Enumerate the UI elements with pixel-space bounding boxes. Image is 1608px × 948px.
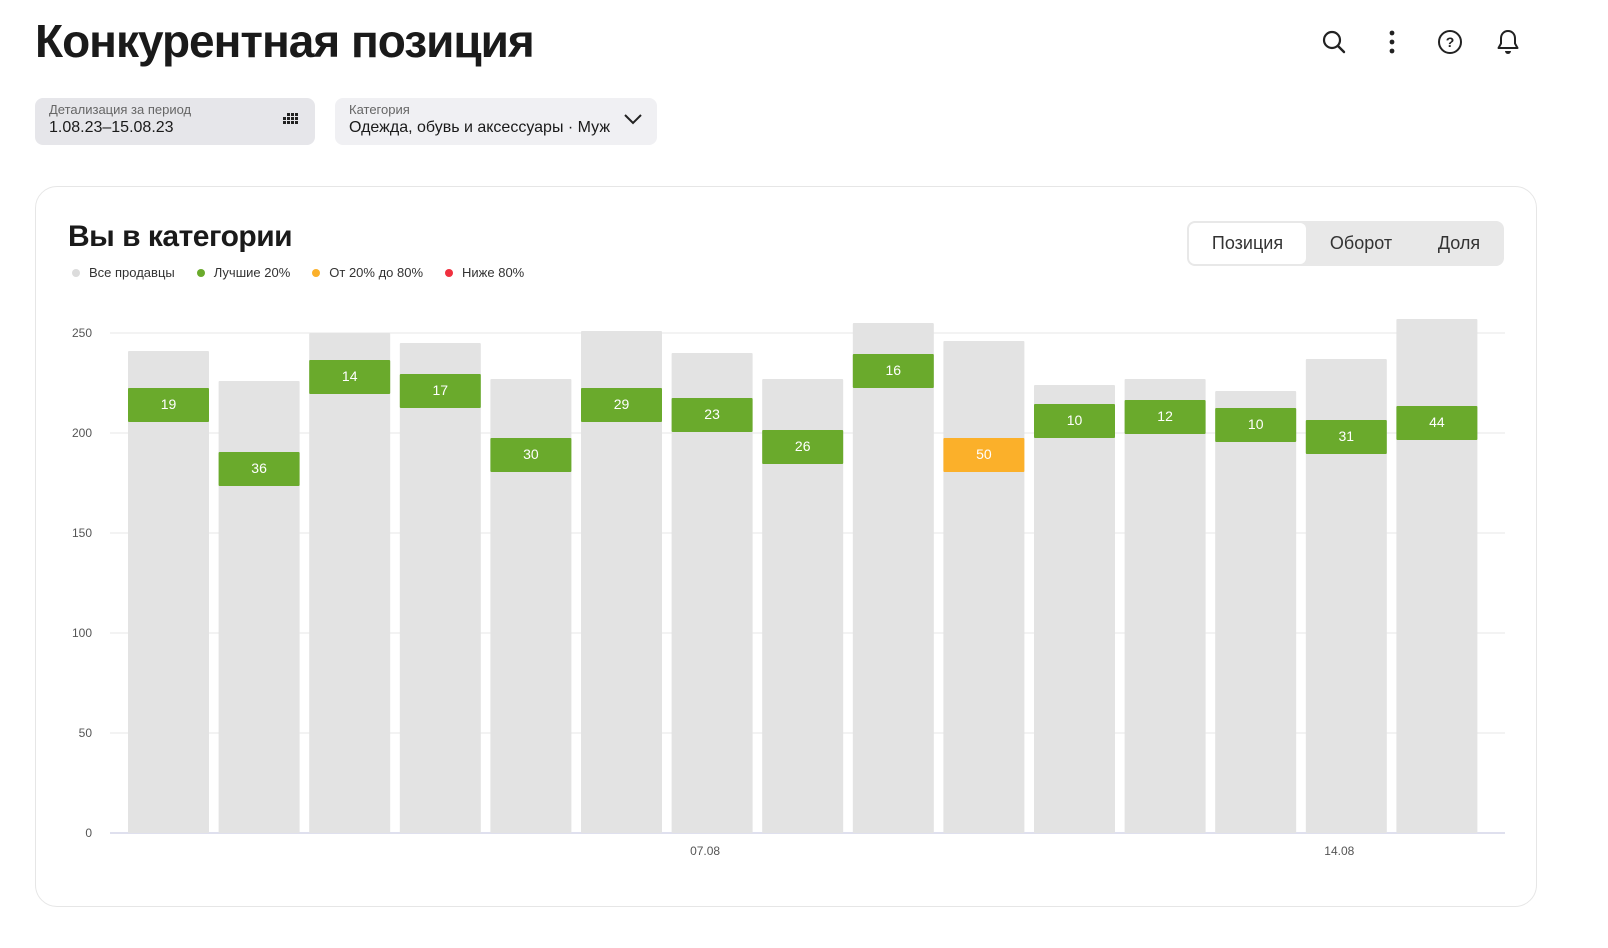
legend-item-20-80: От 20% до 80% — [312, 265, 423, 280]
y-tick-label: 250 — [72, 326, 92, 340]
position-label: 44 — [1429, 414, 1445, 430]
search-icon[interactable] — [1320, 26, 1348, 58]
position-label: 31 — [1339, 428, 1355, 444]
category-position-card — [35, 186, 1537, 907]
position-label: 14 — [342, 368, 358, 384]
bar-all-sellers — [1215, 391, 1297, 833]
chart-legend: Все продавцы Лучшие 20% От 20% до 80% Ни… — [72, 265, 524, 280]
position-label: 29 — [614, 396, 630, 412]
y-tick-label: 100 — [72, 626, 92, 640]
page-title: Конкурентная позиция — [35, 15, 535, 67]
position-marker — [490, 438, 572, 472]
bar-all-sellers — [128, 351, 209, 833]
tab-turnover[interactable]: Оборот — [1329, 233, 1393, 253]
position-marker — [128, 388, 209, 422]
position-label: 50 — [976, 446, 992, 462]
position-label: 19 — [161, 396, 177, 412]
bar-all-sellers — [943, 341, 1025, 833]
calendar-grid-icon — [281, 113, 301, 132]
bar-all-sellers — [1305, 359, 1387, 833]
position-marker — [1034, 404, 1115, 438]
position-label: 12 — [1157, 408, 1173, 424]
position-label: 23 — [704, 406, 720, 422]
bar-all-sellers — [1396, 319, 1478, 833]
position-label: 30 — [523, 446, 539, 462]
legend-dot — [312, 268, 321, 277]
bell-icon[interactable] — [1494, 26, 1522, 58]
position-label: 10 — [1248, 416, 1264, 432]
legend-dot — [196, 268, 205, 277]
y-tick-label: 200 — [72, 426, 92, 440]
y-tick-label: 0 — [85, 826, 92, 840]
tab-share[interactable]: Доля — [1437, 233, 1481, 253]
position-marker — [399, 374, 481, 408]
position-marker — [943, 438, 1025, 472]
bar-all-sellers — [1124, 379, 1206, 833]
position-marker — [762, 430, 844, 464]
position-label: 10 — [1067, 412, 1083, 428]
position-marker — [309, 360, 391, 394]
card-title: Вы в категории — [68, 220, 293, 253]
period-label: Детализация за период — [49, 102, 192, 117]
position-marker — [218, 452, 300, 486]
position-marker — [1215, 408, 1297, 442]
category-label: Категория — [349, 102, 410, 117]
x-tick-label: 14.08 — [1324, 844, 1354, 858]
svg-text:?: ? — [1446, 34, 1455, 50]
legend-label: Все продавцы — [89, 265, 175, 280]
legend-label: От 20% до 80% — [329, 265, 424, 280]
legend-dot — [445, 268, 454, 277]
position-marker — [1124, 400, 1206, 434]
bar-all-sellers — [490, 379, 572, 833]
position-marker — [581, 388, 662, 422]
chevron-down-icon — [623, 112, 643, 131]
bar-all-sellers — [309, 333, 391, 833]
category-select[interactable]: Категория Одежда, обувь и аксессуары · М… — [335, 98, 657, 145]
category-value: Одежда, обувь и аксессуары · Муж — [349, 119, 611, 136]
help-icon[interactable]: ? — [1436, 26, 1464, 58]
bar-all-sellers — [218, 381, 300, 833]
header-toolbar: ? — [1320, 26, 1522, 58]
position-label: 26 — [795, 438, 811, 454]
position-marker — [852, 354, 934, 388]
legend-label: Лучшие 20% — [213, 265, 291, 280]
more-vertical-icon[interactable] — [1378, 26, 1406, 58]
y-tick-label: 150 — [72, 526, 92, 540]
bar-all-sellers — [852, 323, 934, 833]
position-marker — [1396, 406, 1478, 440]
tab-position[interactable]: Позиция — [1189, 223, 1306, 264]
legend-item-below-80: Ниже 80% — [445, 265, 524, 280]
metric-tabs: Позиция Оборот Доля — [1187, 221, 1504, 266]
legend-item-all-sellers: Все продавцы — [72, 265, 175, 280]
legend-item-top-20: Лучшие 20% — [196, 265, 291, 280]
bar-all-sellers — [1034, 385, 1115, 833]
bar-all-sellers — [399, 343, 481, 833]
position-label: 17 — [433, 382, 449, 398]
bar-all-sellers — [581, 331, 662, 833]
position-label: 36 — [251, 460, 267, 476]
bar-all-sellers — [671, 353, 753, 833]
position-label: 16 — [886, 362, 902, 378]
y-tick-label: 50 — [79, 726, 93, 740]
legend-label: Ниже 80% — [462, 265, 525, 280]
period-picker[interactable]: Детализация за период 1.08.23–15.08.23 — [35, 98, 315, 145]
x-tick-label: 07.08 — [690, 844, 720, 858]
position-marker — [1305, 420, 1387, 454]
position-marker — [671, 398, 753, 432]
legend-dot — [72, 268, 80, 277]
period-value: 1.08.23–15.08.23 — [49, 119, 174, 136]
bar-all-sellers — [762, 379, 844, 833]
